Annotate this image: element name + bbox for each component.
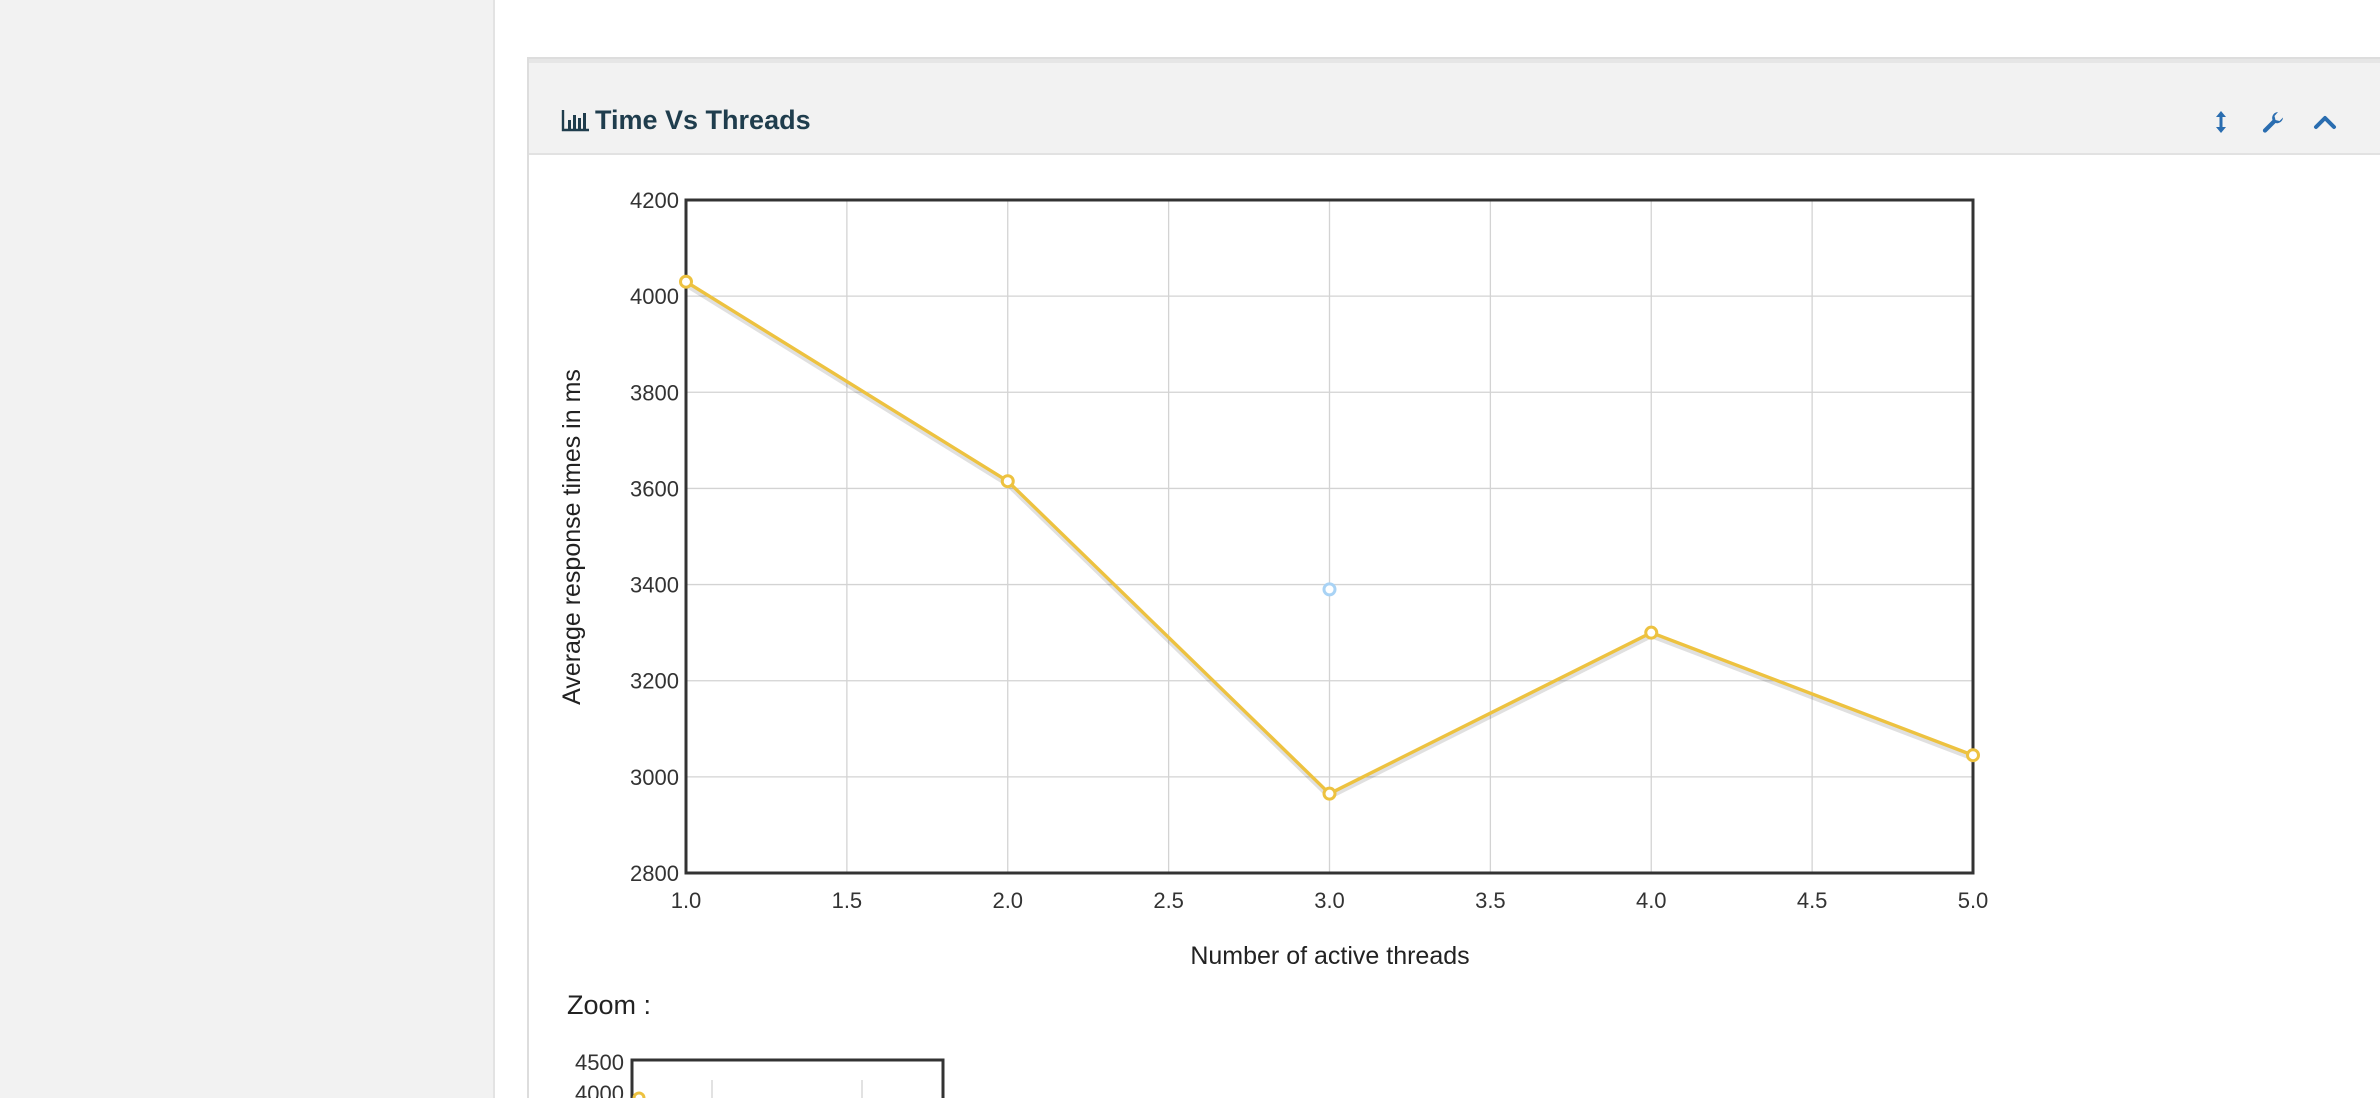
panel-title-text: Time Vs Threads	[595, 104, 811, 135]
x-tick-label: 4.0	[1636, 888, 1667, 913]
x-tick-label: 1.0	[671, 888, 702, 913]
x-tick-label: 5.0	[1958, 888, 1989, 913]
y-tick-label: 3400	[630, 573, 679, 598]
y-tick-label: 3000	[630, 765, 679, 790]
x-tick-label: 3.5	[1475, 888, 1506, 913]
wrench-icon	[2262, 112, 2283, 133]
settings-button[interactable]	[2258, 107, 2288, 137]
x-axis-label: Number of active threads	[1190, 942, 1469, 970]
data-point	[1966, 748, 1980, 763]
data-point	[1644, 625, 1659, 640]
y-tick-label: 3600	[630, 476, 679, 501]
zoom-y-tick-label: 4500	[575, 1050, 624, 1075]
x-tick-label: 4.5	[1797, 888, 1828, 913]
x-tick-label: 2.0	[992, 888, 1023, 913]
x-tick-label: 2.5	[1153, 888, 1184, 913]
y-tick-label: 4000	[630, 284, 679, 309]
panel-tools	[2206, 107, 2340, 137]
zoom-label: Zoom :	[567, 990, 652, 1020]
y-tick-label: 3200	[630, 669, 679, 694]
resize-vertical-icon	[2216, 111, 2226, 133]
y-tick-label: 4200	[630, 188, 679, 213]
data-point	[679, 274, 693, 289]
collapse-button[interactable]	[2310, 107, 2340, 137]
chart-panel: Time Vs Threads	[527, 57, 2380, 1098]
resize-button[interactable]	[2206, 107, 2236, 137]
hover-point	[1322, 582, 1337, 597]
y-axis-label: Average response times in ms	[558, 369, 586, 705]
x-tick-label: 1.5	[832, 888, 863, 913]
plot-frame	[684, 198, 1975, 875]
panel-title: Time Vs Threads	[561, 103, 811, 137]
bar-chart-icon	[561, 110, 589, 132]
chevron-up-icon	[2314, 116, 2336, 129]
zoom-y-tick-label: 4000	[575, 1081, 624, 1098]
y-tick-label: 2800	[630, 861, 679, 886]
zoom-frame	[630, 1058, 945, 1098]
data-point	[1322, 786, 1337, 801]
data-point	[1000, 474, 1015, 489]
zoom-data-point	[632, 1091, 646, 1098]
y-tick-label: 3800	[630, 380, 679, 405]
sidebar	[0, 0, 495, 1098]
x-tick-label: 3.0	[1314, 888, 1345, 913]
panel-header: Time Vs Threads	[529, 59, 2380, 155]
